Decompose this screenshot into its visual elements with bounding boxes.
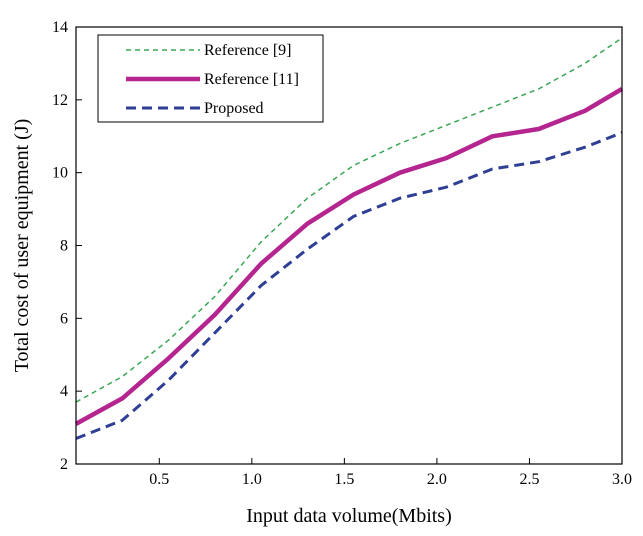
y-tick-label: 6	[60, 310, 68, 327]
x-tick-label: 1.0	[242, 471, 262, 488]
x-tick-label: 1.5	[334, 471, 354, 488]
legend-label-3: Proposed	[204, 100, 264, 117]
y-tick-label: 14	[52, 19, 68, 36]
y-tick-label: 10	[52, 165, 68, 182]
legend-label-2: Reference [11]	[204, 71, 299, 88]
y-axis-ticks: 2 4 6 8 10 12 14	[52, 19, 82, 473]
x-tick-label: 2.0	[427, 471, 447, 488]
y-tick-label: 8	[60, 238, 68, 255]
legend-label-1: Reference [9]	[204, 42, 292, 59]
y-tick-label: 4	[60, 383, 68, 400]
series-layer	[74, 37, 624, 440]
x-tick-label: 3.0	[612, 471, 632, 488]
series-line-3	[75, 131, 623, 440]
x-tick-label: 2.5	[519, 471, 539, 488]
y-axis-title: Total cost of user equipment (J)	[11, 119, 33, 373]
x-axis-title: Input data volume(Mbits)	[246, 505, 452, 527]
x-axis-ticks: 0.5 1.0 1.5 2.0 2.5 3.0	[149, 458, 632, 488]
x-tick-label: 0.5	[149, 471, 169, 488]
series-line-1	[75, 37, 623, 403]
y-tick-label: 2	[60, 456, 68, 473]
y-tick-label: 12	[52, 92, 68, 109]
legend: Reference [9] Reference [11] Proposed	[97, 34, 324, 123]
series-line-2	[74, 86, 624, 426]
